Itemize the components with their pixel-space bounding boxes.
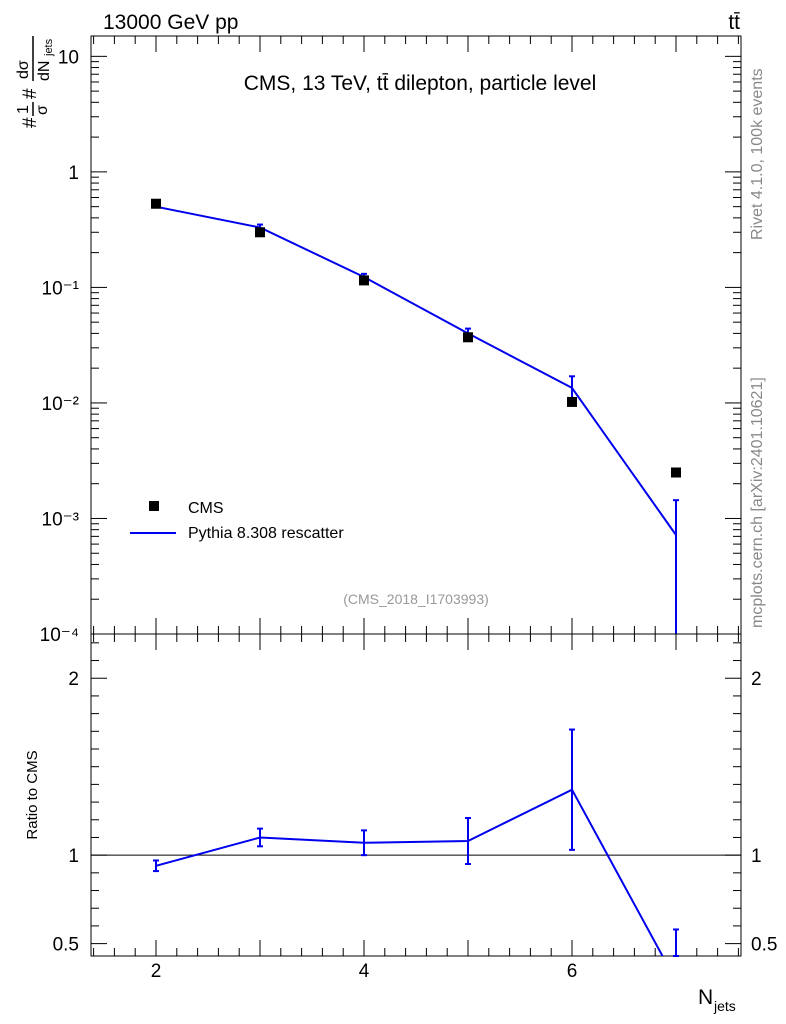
- main-y-tick-label: 10⁻²: [42, 394, 80, 415]
- svg-text:N: N: [698, 986, 713, 1009]
- main-y-tick-label: 10: [58, 47, 79, 68]
- main-y-ticks: 10 1 10⁻¹ 10⁻² 10⁻³ 10⁻⁴: [40, 47, 741, 646]
- x-axis-label: N jets: [698, 986, 736, 1014]
- cms-data-point: [567, 396, 577, 407]
- ratio-frame: [90, 633, 742, 957]
- ratio-y-tick-label: 1: [68, 846, 79, 867]
- ratio-y-tick-label-right: 1: [751, 846, 762, 867]
- header-left-label: 13000 GeV pp: [103, 11, 238, 34]
- main-y-tick-label: 10⁻³: [42, 509, 80, 530]
- cms-data-point: [359, 275, 369, 286]
- ratio-y-tick-label-right: 2: [751, 669, 762, 690]
- legend-label-cms: CMS: [188, 500, 224, 517]
- ratio-line: [155, 788, 664, 956]
- ratio-y-tick-label: 2: [68, 669, 79, 690]
- cms-data-point: [463, 332, 473, 343]
- main-x-ticks: [93, 36, 739, 634]
- mc-line: [155, 205, 677, 536]
- main-frame: [90, 35, 742, 635]
- svg-text:dN: dN: [36, 61, 53, 81]
- mcplots-label: mcplots.cern.ch [arXiv:2401.10621]: [749, 377, 766, 628]
- main-panel: 10 1 10⁻¹ 10⁻² 10⁻³ 10⁻⁴ CMS, 13 TeV, tt̄ dil…: [15, 35, 742, 646]
- cms-data-point: [151, 198, 161, 209]
- ratio-panel: 0.5 0.5 1 1 2 2 2 4 6 Ratio to CMS N jets: [24, 633, 777, 1014]
- ratio-y-tick-label: 0.5: [53, 935, 79, 956]
- x-tick-label: 4: [359, 961, 370, 982]
- header-right-label: tt̄: [728, 11, 740, 34]
- svg-text:jets: jets: [713, 998, 736, 1014]
- main-y-tick-label: 10⁻⁴: [40, 625, 79, 646]
- svg-text:dσ: dσ: [15, 60, 32, 79]
- ratio-y-tick-label-right: 0.5: [751, 935, 777, 956]
- main-series: [151, 198, 681, 634]
- x-tick-label: 2: [151, 961, 162, 982]
- main-y-tick-label: 1: [68, 163, 79, 184]
- ratio-y-axis-label: Ratio to CMS: [24, 750, 41, 839]
- svg-text:#: #: [20, 88, 41, 99]
- svg-text:σ: σ: [34, 105, 51, 115]
- main-y-tick-label: 10⁻¹: [42, 278, 80, 299]
- ratio-y-ticks: 0.5 0.5 1 1 2 2: [53, 642, 777, 956]
- svg-text:jets: jets: [43, 38, 55, 57]
- ratio-x-ticks: 2 4 6: [93, 634, 739, 982]
- main-y-axis-label: # 1 σ # dσ dN jets: [15, 36, 55, 128]
- svg-text:#: #: [20, 117, 41, 128]
- legend-marker-cms: [149, 501, 159, 511]
- cms-data-point: [255, 227, 265, 238]
- rivet-label: Rivet 4.1.0, 100k events: [749, 68, 766, 240]
- x-tick-label: 6: [567, 961, 578, 982]
- cms-data-point: [671, 467, 681, 478]
- ratio-series: [153, 728, 679, 957]
- legend: CMS Pythia 8.308 rescatter: [130, 500, 344, 542]
- main-title: CMS, 13 TeV, tt̄ dilepton, particle leve…: [244, 72, 597, 95]
- legend-label-pythia: Pythia 8.308 rescatter: [188, 525, 344, 542]
- watermark: (CMS_2018_I1703993): [343, 591, 489, 607]
- svg-text:1: 1: [15, 105, 32, 114]
